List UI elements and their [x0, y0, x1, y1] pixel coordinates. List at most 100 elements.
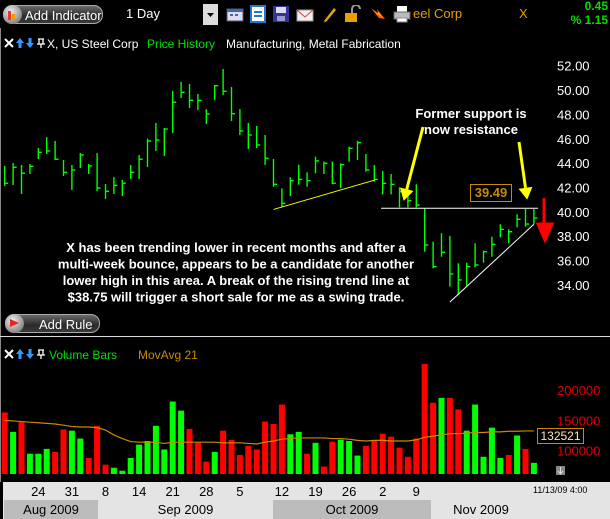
volume-bar	[270, 423, 277, 474]
volume-bar	[438, 397, 445, 474]
scroll-down-icon[interactable]	[556, 466, 565, 475]
price-bar	[272, 158, 277, 187]
moving-average-name: MovAvg 21	[138, 348, 198, 362]
price-bar	[491, 236, 496, 257]
price-bar	[314, 156, 319, 174]
price-tick-label: 46.00	[557, 132, 590, 147]
commentary-text: lower high in this area. A break of the …	[63, 273, 410, 288]
move-down-icon[interactable]	[25, 348, 35, 360]
volume-bar	[413, 438, 420, 474]
volume-bar	[362, 445, 369, 474]
move-up-icon[interactable]	[15, 348, 25, 360]
price-bar	[71, 164, 76, 190]
price-axis: 52.00 50.00 48.00 46.00 44.00 42.00 40.00 38.00…	[535, 59, 590, 293]
pin-icon[interactable]	[36, 348, 46, 360]
time-axis[interactable]: 24 31 8 14 21 28 5 12 19 26 2 9 11/13/09 4:00	[3, 482, 610, 500]
price-bar	[205, 109, 210, 125]
volume-bar	[245, 445, 252, 474]
volume-bar	[530, 462, 537, 474]
volume-bar	[354, 455, 361, 474]
last-ma-value: 132521	[540, 429, 581, 443]
add-rule-button[interactable]: Add Rule	[5, 314, 100, 333]
day-tick-label: 31	[64, 484, 80, 499]
price-bar	[155, 122, 160, 151]
price-bar	[256, 125, 261, 149]
volume-bar	[186, 428, 193, 474]
month-sep: Sep 2009	[98, 500, 273, 519]
price-bar	[516, 214, 521, 228]
volume-bar	[236, 454, 243, 474]
price-tick-label: 38.00	[557, 229, 590, 244]
price-bar	[138, 154, 143, 179]
volume-bar	[60, 429, 67, 474]
price-bar	[415, 184, 420, 208]
annotation-text: Former support is	[415, 106, 526, 121]
volume-chart: 200000 150000 100000	[1, 363, 600, 474]
price-bar	[340, 163, 345, 189]
volume-bar	[430, 402, 437, 474]
annotation-arrow-head	[518, 186, 533, 200]
pin-icon[interactable]	[36, 37, 46, 49]
calendar-icon[interactable]	[226, 5, 244, 23]
price-bar	[373, 164, 378, 182]
add-indicator-button[interactable]: Add Indicator	[3, 5, 103, 24]
day-tick-label: 8	[101, 484, 110, 499]
price-tick-label: 44.00	[557, 156, 590, 171]
price-bar	[213, 84, 219, 101]
volume-bar	[43, 448, 50, 474]
add-rule-label: Add Rule	[39, 317, 93, 332]
price-bar	[197, 93, 202, 111]
sell-arrow-icon	[535, 198, 555, 244]
period-select[interactable]: 1 Day	[120, 4, 218, 25]
last-price-value: 39.49	[474, 185, 508, 200]
mail-icon[interactable]	[296, 5, 314, 23]
price-bar	[449, 235, 454, 287]
pencil-icon[interactable]	[320, 5, 338, 23]
volume-bar	[488, 427, 495, 474]
price-tick-label: 48.00	[557, 107, 590, 122]
day-tick-label: 12	[274, 484, 290, 499]
price-bar	[247, 122, 252, 150]
price-bar	[146, 138, 151, 168]
month-label: Oct 2009	[325, 502, 379, 517]
volume-bar	[472, 404, 479, 474]
month-nov: Nov 2009	[431, 500, 531, 519]
day-tick-label: 9	[412, 484, 420, 499]
day-tick-label: 26	[341, 484, 357, 499]
day-tick-label: 28	[199, 484, 214, 499]
volume-bar	[480, 456, 487, 474]
commentary-text: X has been trending lower in recent mont…	[66, 240, 406, 255]
price-change-percent: % 1.15	[570, 13, 608, 27]
move-up-icon[interactable]	[15, 37, 25, 49]
price-panel-header: X, US Steel Corp Price History Manufactu…	[4, 37, 424, 52]
support-trendline	[273, 179, 375, 210]
timestamp-label: 11/13/09 4:00	[533, 485, 588, 495]
month-oct: Oct 2009	[273, 500, 431, 519]
close-panel-icon[interactable]	[4, 37, 14, 49]
close-panel-icon[interactable]	[4, 348, 14, 360]
volume-bar	[522, 448, 529, 474]
price-tick-label: 42.00	[557, 181, 590, 196]
move-down-icon[interactable]	[25, 37, 35, 49]
save-icon[interactable]	[272, 5, 290, 23]
window-icon[interactable]	[249, 5, 267, 23]
day-tick-label: 5	[236, 484, 244, 499]
volume-bar	[102, 464, 109, 474]
price-bar	[348, 146, 353, 162]
price-bar	[46, 137, 51, 155]
price-bar	[104, 183, 109, 199]
period-dropdown-button[interactable]	[203, 4, 218, 25]
commentary-text: multi-week bounce, appears to be a candi…	[58, 257, 414, 272]
volume-bar	[320, 466, 327, 474]
alert-icon[interactable]	[369, 5, 387, 23]
rising-trendline	[449, 223, 535, 303]
volume-bar	[404, 456, 411, 474]
volume-bar	[85, 457, 92, 474]
day-tick-label: 19	[308, 484, 323, 499]
price-change: 0.45	[584, 0, 608, 13]
volume-bar	[1, 412, 8, 474]
industry-label: Manufacturing, Metal Fabrication	[226, 37, 401, 51]
lock-icon[interactable]	[344, 5, 362, 23]
print-icon[interactable]	[393, 5, 411, 23]
